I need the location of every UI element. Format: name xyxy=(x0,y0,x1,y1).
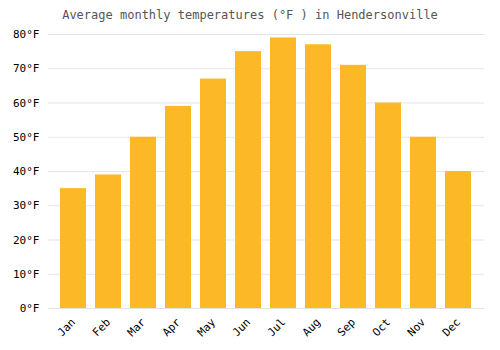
svg-text:20°F: 20°F xyxy=(13,234,40,247)
svg-text:Aug: Aug xyxy=(300,316,323,339)
svg-text:0°F: 0°F xyxy=(20,302,40,315)
svg-text:30°F: 30°F xyxy=(13,199,40,212)
svg-text:80°F: 80°F xyxy=(13,28,40,41)
svg-text:60°F: 60°F xyxy=(13,97,40,110)
svg-text:Jul: Jul xyxy=(265,316,288,339)
html-text:Average monthly temperatures (: Average monthly temperatures (°F ) in He… xyxy=(62,8,438,22)
svg-text:Nov: Nov xyxy=(405,315,429,339)
svg-text:Jun: Jun xyxy=(230,316,253,339)
svg-text:May: May xyxy=(195,315,219,339)
svg-text:Oct: Oct xyxy=(370,316,393,339)
svg-text:Jan: Jan xyxy=(55,316,78,339)
svg-text:50°F: 50°F xyxy=(13,131,40,144)
svg-text:Apr: Apr xyxy=(160,315,184,339)
svg-text:Feb: Feb xyxy=(90,316,113,339)
svg-text:Dec: Dec xyxy=(440,316,463,339)
svg-text:10°F: 10°F xyxy=(13,268,40,281)
svg-text:Sep: Sep xyxy=(335,316,358,339)
svg-text:40°F: 40°F xyxy=(13,165,40,178)
svg-text:70°F: 70°F xyxy=(13,62,40,75)
svg-text:Mar: Mar xyxy=(125,315,149,339)
